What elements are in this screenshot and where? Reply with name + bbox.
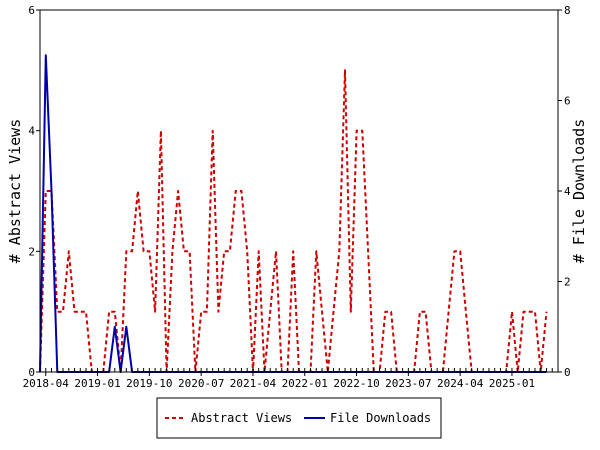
x-tick-label: 2025-01 bbox=[489, 377, 535, 390]
legend-label-abstract-views: Abstract Views bbox=[191, 411, 292, 425]
y-left-tick-label: 4 bbox=[28, 125, 35, 138]
y-right-tick-label: 0 bbox=[564, 366, 571, 379]
x-tick-label: 2022-10 bbox=[333, 377, 379, 390]
series-line-abstract-views bbox=[39, 69, 548, 373]
y-left-tick-label: 0 bbox=[28, 366, 35, 379]
x-tick-label: 2022-01 bbox=[282, 377, 328, 390]
x-tick-label: 2019-10 bbox=[126, 377, 172, 390]
y-axis-left-title: # Abstract Views bbox=[6, 119, 24, 264]
x-tick-label: 2024-04 bbox=[437, 377, 484, 390]
x-tick-label: 2019-01 bbox=[74, 377, 120, 390]
x-tick-label: 2020-07 bbox=[178, 377, 224, 390]
y-right-tick-label: 8 bbox=[564, 4, 571, 17]
x-tick-label: 2023-07 bbox=[385, 377, 431, 390]
legend-label-file-downloads: File Downloads bbox=[330, 411, 431, 425]
y-right-tick-label: 6 bbox=[564, 95, 571, 108]
y-right-tick-label: 4 bbox=[564, 185, 571, 198]
legend: Abstract Views File Downloads bbox=[156, 397, 442, 439]
legend-box bbox=[156, 397, 442, 439]
x-tick-label: 2021-04 bbox=[230, 377, 277, 390]
y-left-tick-label: 6 bbox=[28, 4, 35, 17]
axis-ticks: 2018-04 2019-01 2019-10 2020-07 2021-04 2022-… bbox=[23, 4, 571, 390]
plot-frame bbox=[39, 9, 559, 373]
y-right-tick-label: 2 bbox=[564, 276, 571, 289]
chart-marks bbox=[39, 54, 548, 373]
y-axis-right-title: # File Downloads bbox=[570, 119, 588, 264]
x-tick-label: 2018-04 bbox=[23, 377, 70, 390]
y-left-tick-label: 2 bbox=[28, 245, 35, 258]
